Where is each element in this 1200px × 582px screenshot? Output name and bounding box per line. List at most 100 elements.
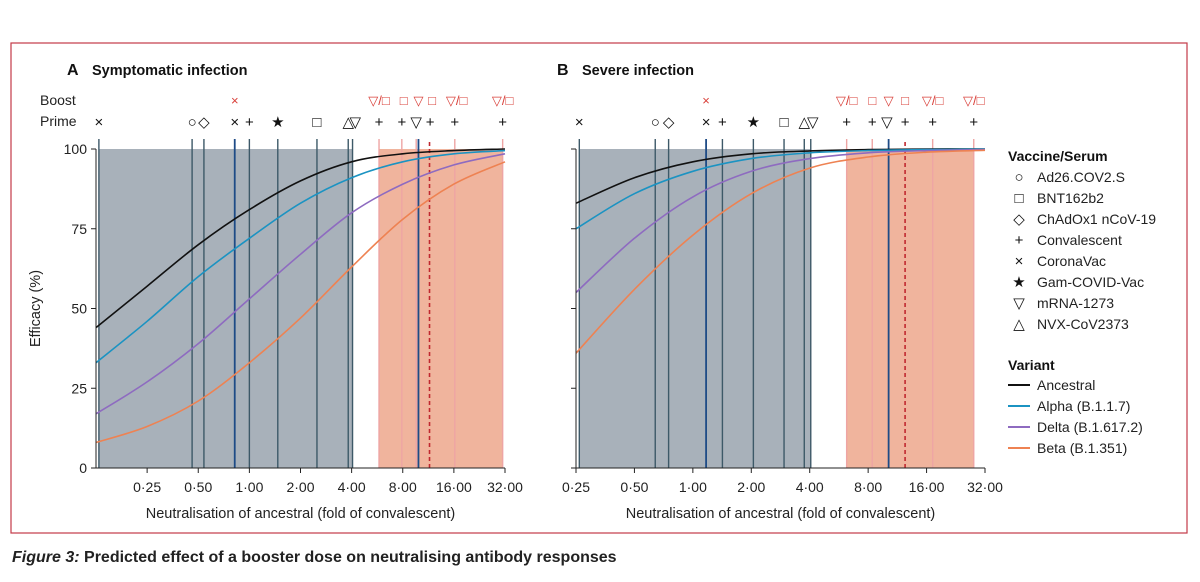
- x-tick-label: 0·50: [620, 479, 648, 495]
- prime-marker: +: [426, 114, 435, 131]
- x-tick-label: 8·00: [389, 479, 417, 495]
- panel-title: Severe infection: [582, 63, 694, 79]
- boost-marker: □: [400, 93, 408, 108]
- legend-variant-title: Variant: [1008, 357, 1055, 373]
- prime-marker: ×: [230, 114, 239, 131]
- caption-text: Predicted effect of a booster dose on ne…: [84, 549, 617, 566]
- boost-marker: ▽: [413, 93, 423, 108]
- grey-band: [579, 149, 811, 468]
- legend-vaccine-item: ChAdOx1 nCoV-19: [1037, 211, 1156, 227]
- diamond-icon: ◇: [1013, 211, 1025, 228]
- series-line-ancestral: [95, 148, 506, 329]
- series-line-beta: [575, 149, 986, 354]
- boost-marker: ×: [702, 93, 710, 108]
- prime-marker: ▽: [410, 114, 422, 131]
- prime-row-label: Prime: [40, 113, 77, 129]
- x-tick-label: 0·25: [133, 479, 161, 495]
- series-line-alpha: [575, 148, 986, 230]
- orange-band: [379, 149, 503, 468]
- star-icon: ★: [1012, 274, 1025, 291]
- x-tick-label: 2·00: [737, 479, 765, 495]
- prime-marker: +: [245, 114, 254, 131]
- y-tick-label: 50: [71, 301, 87, 317]
- prime-marker: ×: [702, 114, 711, 131]
- triangle-down-icon: ▽: [1013, 295, 1025, 312]
- figure-frame: [10, 42, 1188, 534]
- x-tick-label: 1·00: [679, 479, 707, 495]
- circle-icon: ○: [1014, 169, 1023, 186]
- boost-marker: ▽/□: [836, 93, 858, 108]
- x-axis-label: Neutralisation of ancestral (fold of con…: [626, 506, 936, 522]
- legend-vaccine-item: Gam-COVID-Vac: [1037, 274, 1144, 290]
- square-icon: □: [1014, 190, 1023, 207]
- x-tick-label: 4·00: [338, 479, 366, 495]
- legend-variant-item: Alpha (B.1.1.7): [1037, 398, 1130, 414]
- boost-marker: ×: [231, 93, 239, 108]
- boost-marker: ▽/□: [368, 93, 390, 108]
- y-tick-label: 0: [79, 460, 87, 476]
- prime-marker: +: [718, 114, 727, 131]
- x-tick-label: 2·00: [286, 479, 314, 495]
- x-axis-label: Neutralisation of ancestral (fold of con…: [146, 506, 456, 522]
- y-tick-label: 25: [71, 380, 87, 396]
- plus-icon: +: [1015, 232, 1024, 249]
- prime-marker: ▽: [807, 114, 819, 131]
- panel-letter: B: [557, 62, 569, 79]
- series-line-alpha: [95, 149, 506, 364]
- boost-marker: ▽/□: [446, 93, 468, 108]
- prime-marker: +: [375, 114, 384, 131]
- x-tick-label: 16·00: [909, 479, 945, 495]
- caption-label: Figure 3:: [12, 549, 80, 566]
- prime-marker: +: [868, 114, 877, 131]
- legend-vaccine-item: Ad26.COV2.S: [1037, 169, 1125, 185]
- y-tick-label: 100: [64, 141, 88, 157]
- prime-marker: +: [901, 114, 910, 131]
- legend-vaccine-item: CoronaVac: [1037, 253, 1106, 269]
- prime-marker: ▽: [349, 114, 361, 131]
- x-tick-label: 0·50: [184, 479, 212, 495]
- series-line-beta: [95, 161, 506, 444]
- prime-marker: +: [842, 114, 851, 131]
- boost-marker: □: [868, 93, 876, 108]
- triangle-up-icon: △: [1013, 316, 1025, 333]
- x-tick-label: 1·00: [235, 479, 263, 495]
- panel-title: Symptomatic infection: [92, 63, 248, 79]
- x-tick-label: 0·25: [562, 479, 590, 495]
- boost-marker: □: [428, 93, 436, 108]
- prime-marker: ○: [651, 114, 660, 131]
- orange-band: [846, 149, 974, 468]
- legend-variant-item: Beta (B.1.351): [1037, 440, 1127, 456]
- prime-marker: +: [498, 114, 507, 131]
- boost-marker: ▽/□: [963, 93, 985, 108]
- panel-a: 0 25 50 75 100 0·25 0·50 1·00 2·00 4·00 8·00 16·00 3…: [28, 62, 523, 522]
- y-axis-label: Efficacy (%): [28, 270, 44, 347]
- boost-marker: ▽/□: [492, 93, 514, 108]
- grey-band: [98, 149, 353, 468]
- prime-marker: ×: [95, 114, 104, 131]
- x-tick-label: 32·00: [487, 479, 523, 495]
- legend-variant-item: Ancestral: [1037, 377, 1095, 393]
- panel-letter: A: [67, 62, 79, 79]
- prime-marker: ★: [747, 114, 760, 131]
- x-tick-label: 4·00: [796, 479, 824, 495]
- series-line-delta: [95, 153, 506, 415]
- legend-variant-item: Delta (B.1.617.2): [1037, 419, 1143, 435]
- legend-vaccine-item: Convalescent: [1037, 232, 1122, 248]
- series-line-delta: [575, 148, 986, 294]
- legend-vaccine-item: mRNA-1273: [1037, 295, 1114, 311]
- prime-marker: ◇: [198, 114, 210, 131]
- prime-marker: △: [342, 114, 354, 131]
- cross-icon: ×: [1015, 253, 1024, 270]
- y-tick-label: 75: [71, 221, 87, 237]
- prime-marker: +: [450, 114, 459, 131]
- prime-marker: □: [780, 114, 789, 131]
- prime-marker: ×: [575, 114, 584, 131]
- prime-marker: +: [397, 114, 406, 131]
- boost-row-label: Boost: [40, 92, 76, 108]
- prime-marker: ▽: [881, 114, 893, 131]
- x-tick-label: 32·00: [967, 479, 1003, 495]
- legend-vaccine-item: NVX-CoV2373: [1037, 316, 1129, 332]
- prime-marker: △: [799, 114, 811, 131]
